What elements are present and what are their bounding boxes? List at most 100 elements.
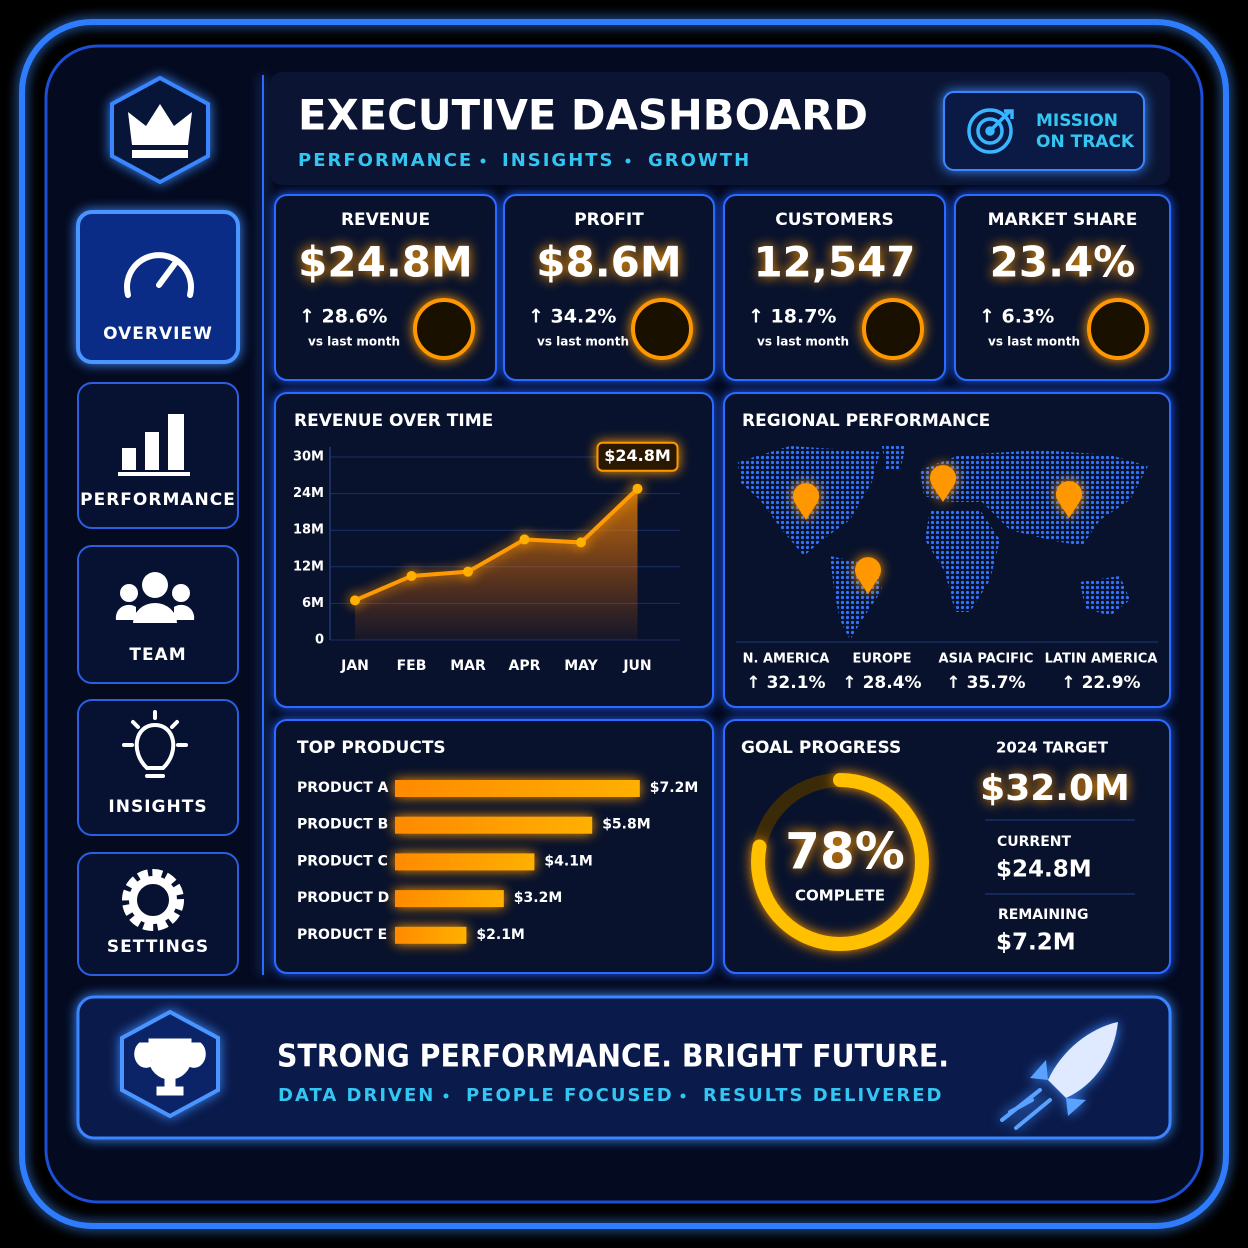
title: EXECUTIVE DASHBOARD: [298, 91, 868, 140]
gear-icon: [122, 869, 184, 931]
value-label: $3.2M: [514, 890, 562, 906]
separator: [480, 158, 486, 164]
y-tick-label: 18M: [293, 523, 324, 538]
footer-headline: STRONG PERFORMANCE. BRIGHT FUTURE.: [277, 1039, 949, 1075]
panel-title: REGIONAL PERFORMANCE: [742, 411, 990, 431]
kpi-icon: [631, 298, 693, 360]
region-name: LATIN AMERICA: [1045, 652, 1158, 667]
separator: [680, 1093, 686, 1099]
y-tick-label: 12M: [293, 559, 324, 574]
nav-label[interactable]: TEAM: [129, 645, 186, 665]
bars-icon: [118, 414, 190, 476]
nav-label[interactable]: INSIGHTS: [108, 797, 207, 817]
product-label: PRODUCT D: [297, 890, 389, 906]
y-tick-label: 24M: [293, 486, 324, 501]
separator: [443, 1093, 449, 1099]
kpi-note: vs last month: [537, 335, 629, 349]
point: [576, 537, 586, 548]
badge-text: MISSION: [1036, 111, 1118, 131]
kpi-value: 23.4%: [990, 238, 1136, 287]
region-change: ↑ 32.1%: [746, 673, 825, 693]
value-label: $2.1M: [476, 927, 524, 943]
region-change: ↑ 35.7%: [946, 673, 1025, 693]
progress-arc: [751, 773, 929, 951]
subtitle: GROWTH: [648, 150, 751, 171]
kpi-value: $24.8M: [298, 238, 473, 287]
region-change: ↑ 28.4%: [842, 673, 921, 693]
nav-label[interactable]: PERFORMANCE: [80, 490, 236, 510]
kpi-icon: [413, 298, 475, 360]
kpi-note: vs last month: [308, 335, 400, 349]
panel-title: REVENUE OVER TIME: [294, 411, 493, 431]
kpi-label: MARKET SHARE: [988, 210, 1138, 230]
point: [350, 595, 360, 606]
product-label: PRODUCT E: [297, 927, 387, 943]
badge: [943, 91, 1145, 171]
x-tick-label: JAN: [340, 658, 369, 674]
point: [632, 483, 643, 494]
bar: [395, 780, 640, 797]
kpi-label: PROFIT: [574, 210, 644, 230]
point: [463, 566, 473, 577]
remaining-value: $7.2M: [996, 930, 1076, 956]
footer-tag: RESULTS DELIVERED: [703, 1085, 943, 1106]
kpi-change: ↑ 28.6%: [299, 306, 387, 328]
map-pins: [793, 465, 1082, 594]
bar: [395, 853, 535, 871]
kpi-icon: [862, 298, 924, 360]
badge-text: ON TRACK: [1036, 132, 1135, 152]
panel-title: GOAL PROGRESS: [741, 738, 901, 758]
bar: [395, 890, 504, 908]
line: [354, 487, 639, 603]
footer-tag: PEOPLE FOCUSED: [466, 1085, 674, 1106]
value-label: $5.8M: [602, 817, 650, 833]
current-value: $24.8M: [996, 857, 1092, 883]
area: [355, 488, 638, 640]
point: [406, 570, 417, 581]
kpi-value: 12,547: [753, 238, 915, 287]
kpi-label: CUSTOMERS: [775, 210, 893, 230]
region-name: EUROPE: [853, 652, 912, 667]
nav-button[interactable]: [77, 852, 239, 976]
target-icon: [967, 108, 1014, 154]
bar: [395, 816, 593, 834]
kpi-icon: [1087, 298, 1149, 360]
region-name: ASIA PACIFIC: [939, 652, 1034, 667]
subtitle: INSIGHTS: [502, 150, 615, 171]
x-tick-label: APR: [509, 658, 541, 674]
value-label: $4.1M: [544, 853, 592, 869]
target-value: $32.0M: [980, 768, 1130, 809]
bulb-icon: [122, 710, 188, 778]
panel-title: TOP PRODUCTS: [297, 738, 446, 758]
current-label: CURRENT: [997, 834, 1071, 850]
footer-panel: [76, 995, 1172, 1140]
product-label: PRODUCT A: [297, 780, 389, 796]
rocket-icon: [1000, 1022, 1118, 1130]
kpi-note: vs last month: [988, 335, 1080, 349]
x-tick-label: MAR: [450, 658, 486, 674]
remaining-label: REMAINING: [998, 907, 1088, 923]
kpi-change: ↑ 6.3%: [979, 306, 1054, 328]
bar: [395, 926, 467, 944]
point: [519, 534, 530, 545]
nav-label[interactable]: SETTINGS: [107, 937, 209, 957]
product-label: PRODUCT B: [297, 817, 388, 833]
goal-percent: 78%: [785, 823, 905, 881]
kpi-change: ↑ 34.2%: [528, 306, 616, 328]
goal-caption: COMPLETE: [795, 887, 885, 905]
team-icon: [115, 572, 195, 623]
x-tick-label: JUN: [622, 658, 651, 674]
crown-icon: [128, 104, 192, 158]
outer-frame: [19, 19, 1229, 1229]
subtitle: PERFORMANCE: [298, 150, 473, 171]
y-tick-label: 6M: [302, 596, 324, 611]
kpi-note: vs last month: [757, 335, 849, 349]
gauge-icon: [124, 252, 194, 298]
annotation-box: [596, 441, 679, 472]
kpi-label: REVENUE: [341, 210, 430, 230]
footer-tag: DATA DRIVEN: [278, 1085, 435, 1106]
nav-label[interactable]: OVERVIEW: [103, 324, 213, 344]
